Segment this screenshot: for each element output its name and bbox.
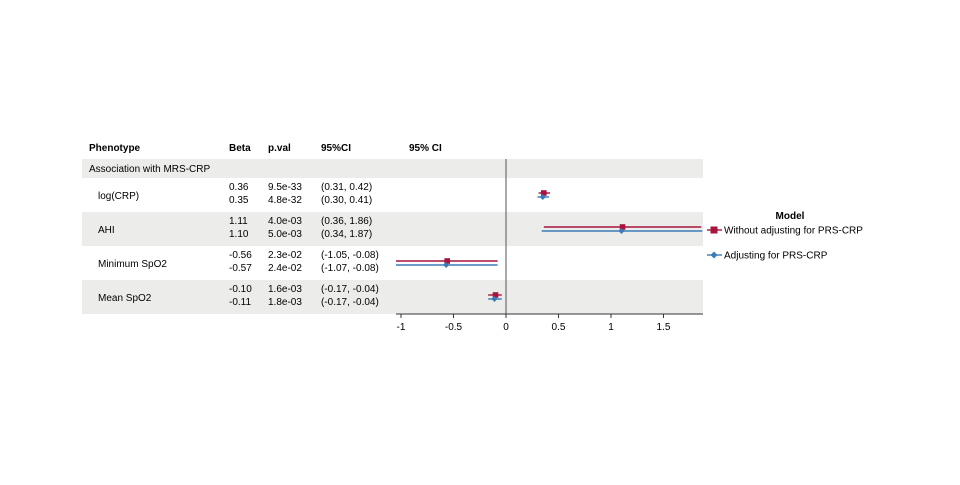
beta-value: -0.11 xyxy=(229,297,251,308)
ci-value: (0.36, 1.86) xyxy=(321,216,372,227)
ci-value: (-1.05, -0.08) xyxy=(321,250,379,261)
phenotype-label: log(CRP) xyxy=(98,191,139,202)
ci-value: (0.34, 1.87) xyxy=(321,229,372,240)
pval-value: 5.0e-03 xyxy=(268,229,302,240)
point-without-adjusting xyxy=(541,190,547,196)
plot-area xyxy=(396,159,703,314)
ci-value: (-0.17, -0.04) xyxy=(321,297,379,308)
table-row: AHI 1.11 4.0e-03 (0.36, 1.86) 1.10 5.0e-03 (0.… xyxy=(98,216,372,240)
point-adjusting xyxy=(539,194,546,200)
point-adjusting xyxy=(491,296,498,302)
point-adjusting xyxy=(443,262,450,268)
x-tick-label: 0 xyxy=(503,322,509,333)
x-tick-label: -0.5 xyxy=(445,322,463,333)
x-tick-label: -1 xyxy=(397,322,406,333)
row-band xyxy=(82,280,703,314)
legend-label: Adjusting for PRS-CRP xyxy=(724,251,828,262)
beta-value: 1.11 xyxy=(229,216,248,227)
table-rows: log(CRP) 0.36 9.5e-33 (0.31, 0.42) 0.35 4.8e-… xyxy=(98,182,379,308)
header-phenotype: Phenotype xyxy=(89,143,141,154)
beta-value: 0.36 xyxy=(229,182,249,193)
ci-value: (0.31, 0.42) xyxy=(321,182,372,193)
beta-value: 0.35 xyxy=(229,195,249,206)
ci-value: (-0.17, -0.04) xyxy=(321,284,379,295)
legend-key-square xyxy=(710,226,718,234)
header-beta: Beta xyxy=(229,143,251,154)
row-band xyxy=(82,212,703,246)
header-plot-ci: 95% CI xyxy=(409,143,442,154)
point-adjusting xyxy=(618,228,625,234)
pval-value: 1.6e-03 xyxy=(268,284,302,295)
pval-value: 9.5e-33 xyxy=(268,182,302,193)
pval-value: 4.8e-32 xyxy=(268,195,302,206)
phenotype-label: AHI xyxy=(98,225,115,236)
legend-label: Without adjusting for PRS-CRP xyxy=(724,226,863,237)
table-row: Mean SpO2 -0.10 1.6e-03 (-0.17, -0.04) -0.11… xyxy=(98,284,379,308)
section-label: Association with MRS-CRP xyxy=(89,164,210,175)
x-axis: -1 -0.5 0 0.5 1 1.5 xyxy=(396,313,703,333)
table-row: Minimum SpO2 -0.56 2.3e-02 (-1.05, -0.08) -0… xyxy=(98,250,379,274)
table-row: log(CRP) 0.36 9.5e-33 (0.31, 0.42) 0.35 4.8e-… xyxy=(98,182,372,206)
beta-value: -0.10 xyxy=(229,284,252,295)
ci-value: (-1.07, -0.08) xyxy=(321,263,379,274)
x-tick-label: 0.5 xyxy=(552,322,566,333)
legend-items: Without adjusting for PRS-CRP Adjusting f… xyxy=(707,226,863,262)
beta-value: 1.10 xyxy=(229,229,249,240)
row-bands xyxy=(82,159,703,314)
header-ci: 95%CI xyxy=(321,143,351,154)
point-without-adjusting xyxy=(444,258,450,264)
beta-value: -0.56 xyxy=(229,250,252,261)
section-band xyxy=(82,159,703,178)
x-tick-label: 1.5 xyxy=(657,322,671,333)
ci-value: (0.30, 0.41) xyxy=(321,195,372,206)
header-pval: p.val xyxy=(268,143,291,154)
x-tick-label: 1 xyxy=(608,322,614,333)
beta-value: -0.57 xyxy=(229,263,252,274)
pval-value: 4.0e-03 xyxy=(268,216,302,227)
legend-key-diamond xyxy=(710,251,718,259)
point-without-adjusting xyxy=(492,292,499,298)
point-without-adjusting xyxy=(619,224,626,230)
legend: Model Without adjusting for PRS-CRP Adjus… xyxy=(707,211,863,262)
phenotype-label: Minimum SpO2 xyxy=(98,259,167,270)
pval-value: 1.8e-03 xyxy=(268,297,302,308)
pval-value: 2.3e-02 xyxy=(268,250,302,261)
phenotype-label: Mean SpO2 xyxy=(98,293,152,304)
pval-value: 2.4e-02 xyxy=(268,263,302,274)
legend-title: Model xyxy=(776,211,805,222)
